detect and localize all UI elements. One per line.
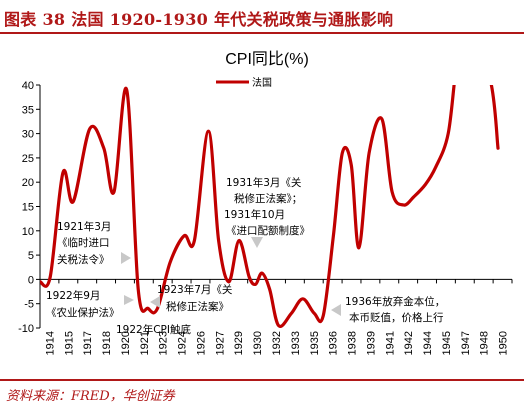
y-tick-label: -5 (24, 299, 34, 311)
x-tick-label: 1944 (422, 331, 434, 355)
arrow-1922 (124, 295, 134, 305)
annotations: 1921年3月 《临时进口 关税法令》 1922年9月 《农业保护法》 1922… (46, 176, 445, 336)
x-tick-label: 1950 (498, 331, 510, 355)
arrow-1931 (251, 237, 263, 248)
source-rule (0, 379, 524, 381)
annotation-1936-line2: 本币贬值，价格上行 (349, 311, 444, 324)
annotation-1923-line2: 税修正法案》 (166, 300, 229, 313)
legend: 法国 (216, 76, 272, 89)
x-tick-label: 1926 (195, 331, 207, 355)
x-tick-label: 1927 (214, 331, 226, 355)
x-tick-label: 1924 (177, 331, 189, 355)
annotation-1931-line2: 税修正法案》； (234, 192, 302, 205)
title-rule (0, 32, 524, 34)
annotation-1922-line1: 1922年9月 (46, 289, 100, 302)
x-tick-label: 1941 (384, 331, 396, 355)
annotation-1921-line3: 关税法令》 (57, 253, 110, 266)
arrow-1921 (121, 252, 131, 264)
x-tick-label: 1936 (328, 331, 340, 355)
source-note: 资料来源：FRED，华创证券 (6, 389, 175, 404)
y-tick-label: 35 (22, 104, 34, 116)
x-tick-label: 1923 (158, 331, 170, 355)
annotation-1922-line2: 《农业保护法》 (46, 306, 120, 319)
x-tick-label: 1930 (252, 331, 264, 355)
x-tick-label: 1918 (101, 331, 113, 355)
arrow-1936 (331, 304, 341, 316)
annotation-1921-line1: 1921年3月 (57, 220, 111, 233)
series-line-france (40, 85, 500, 328)
x-tick-label: 1917 (82, 331, 94, 355)
x-tick-label: 1915 (63, 331, 75, 355)
y-tick-label: -10 (18, 323, 34, 335)
arrow-1923 (150, 296, 160, 308)
chart-title: CPI同比(%) (225, 50, 309, 68)
y-tick-label: 15 (22, 202, 34, 214)
x-tick-label: 1947 (460, 331, 472, 355)
series-layer (40, 85, 500, 328)
annotation-1931-line1: 1931年3月《关 (226, 176, 302, 189)
y-tick-label: 40 (22, 80, 34, 92)
cpi-line-chart: CPI同比(%) 法国 -10 -5 0 5 10 15 20 25 30 35 40 1914 191… (18, 50, 513, 355)
x-tick-label: 1929 (233, 331, 245, 355)
x-tick-label: 1945 (441, 331, 453, 355)
x-tick-label: 1942 (403, 331, 415, 355)
x-tick-label: 1939 (365, 331, 377, 355)
x-tick-label: 1921 (139, 331, 151, 355)
x-tick-label: 1933 (290, 331, 302, 355)
legend-label: 法国 (252, 76, 272, 89)
x-tick-label: 1920 (120, 331, 132, 355)
annotation-1923-line1: 1923年7月《关 (157, 283, 233, 296)
annotation-1931-line3: 1931年10月 (224, 208, 285, 221)
x-tick-label: 1935 (309, 331, 321, 355)
annotation-1936-line1: 1936年放弃金本位， (345, 295, 445, 308)
figure-header: 图表 38 法国 1920-1930 年代关税政策与通胀影响 (0, 0, 524, 34)
x-tick-label: 1932 (271, 331, 283, 355)
x-tick-label: 1914 (44, 331, 56, 355)
annotation-1931-line4: 《进口配额制度》 (226, 224, 310, 237)
y-tick-label: 5 (28, 250, 34, 262)
y-tick-label: 30 (22, 129, 34, 141)
x-tick-label: 1948 (479, 331, 491, 355)
annotation-1922-cpi-bottom: 1922年CPI触底 (116, 323, 191, 336)
y-tick-label: 10 (22, 226, 34, 238)
annotation-1921-line2: 《临时进口 (57, 236, 110, 249)
y-tick-label: 0 (28, 274, 34, 286)
y-tick-label: 25 (22, 153, 34, 165)
y-tick-label: 20 (22, 177, 34, 189)
annotation-arrows (121, 237, 341, 316)
figure-title: 图表 38 法国 1920-1930 年代关税政策与通胀影响 (4, 10, 394, 29)
x-tick-label: 1938 (347, 331, 359, 355)
